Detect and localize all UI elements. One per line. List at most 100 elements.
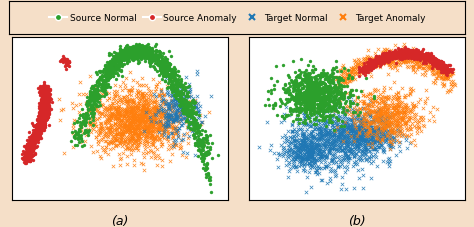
Point xyxy=(206,178,213,182)
Point xyxy=(415,61,423,64)
Point xyxy=(109,66,117,69)
Point xyxy=(287,108,295,111)
Point xyxy=(35,136,43,139)
Point xyxy=(112,135,120,139)
Point xyxy=(310,87,317,91)
Point xyxy=(316,109,323,112)
Point xyxy=(183,152,191,155)
Point xyxy=(33,122,40,126)
Point xyxy=(129,132,137,136)
Point xyxy=(319,108,327,111)
Point xyxy=(344,155,351,158)
Point xyxy=(426,59,433,62)
Point xyxy=(315,158,323,162)
Point xyxy=(320,99,328,102)
Point xyxy=(33,127,41,131)
Point xyxy=(407,89,415,93)
Point xyxy=(409,50,416,54)
Point xyxy=(187,103,194,106)
Point xyxy=(37,98,45,101)
Point xyxy=(319,116,327,120)
Point xyxy=(138,132,146,136)
Point xyxy=(367,63,375,67)
Point xyxy=(396,128,403,131)
Point xyxy=(390,53,397,57)
Point xyxy=(137,84,145,88)
Point xyxy=(329,95,337,99)
Point xyxy=(309,140,316,144)
Point xyxy=(402,136,410,139)
Point xyxy=(342,109,350,112)
Point xyxy=(44,101,51,104)
Point xyxy=(150,137,157,141)
Point xyxy=(151,62,159,66)
Point xyxy=(120,126,128,130)
Point xyxy=(401,49,409,53)
Point xyxy=(319,150,327,153)
Point xyxy=(70,135,78,138)
Point xyxy=(346,109,353,112)
Point xyxy=(331,143,339,147)
Point xyxy=(62,63,69,67)
Point xyxy=(356,142,363,146)
Point xyxy=(42,116,50,119)
Point xyxy=(38,121,46,125)
Point xyxy=(383,53,391,56)
Point xyxy=(329,107,337,111)
Point xyxy=(374,125,381,129)
Point xyxy=(318,100,326,104)
Point xyxy=(313,90,321,94)
Point xyxy=(30,128,38,132)
Point xyxy=(174,85,182,89)
Point xyxy=(423,97,431,100)
Point xyxy=(25,154,32,158)
Point xyxy=(134,106,141,110)
Point xyxy=(122,57,130,61)
Point xyxy=(202,133,210,137)
Point xyxy=(139,117,146,121)
Point xyxy=(25,151,32,155)
Point xyxy=(36,123,43,127)
Point xyxy=(146,47,154,50)
Point xyxy=(347,67,355,70)
Point xyxy=(187,110,194,114)
Point xyxy=(356,120,364,124)
Point xyxy=(335,106,343,109)
Point xyxy=(115,106,122,109)
Point xyxy=(377,118,385,122)
Point xyxy=(23,156,31,159)
Point xyxy=(31,131,39,134)
Point xyxy=(124,50,131,53)
Point xyxy=(29,146,37,150)
Point xyxy=(88,94,95,97)
Point xyxy=(41,99,48,103)
Point xyxy=(309,143,317,146)
Point xyxy=(355,130,362,133)
Point xyxy=(140,129,148,133)
Point xyxy=(366,110,374,114)
Point xyxy=(186,88,194,91)
Point xyxy=(137,114,145,117)
Point xyxy=(38,124,46,128)
Point xyxy=(338,183,346,186)
Point xyxy=(344,156,352,160)
Point xyxy=(178,146,185,149)
Point xyxy=(39,92,46,95)
Point xyxy=(139,52,146,55)
Point xyxy=(169,71,177,75)
Point xyxy=(144,56,151,59)
Point xyxy=(294,128,301,131)
Point xyxy=(406,52,414,55)
Point xyxy=(105,54,112,58)
Point xyxy=(195,145,202,148)
Point xyxy=(338,66,346,70)
Point xyxy=(448,85,456,89)
Point xyxy=(31,140,39,143)
Point xyxy=(177,90,184,94)
Point xyxy=(112,128,120,132)
Point xyxy=(301,118,309,122)
Point xyxy=(137,106,144,110)
Point xyxy=(303,115,311,119)
Point xyxy=(302,75,310,79)
Point xyxy=(197,145,205,149)
